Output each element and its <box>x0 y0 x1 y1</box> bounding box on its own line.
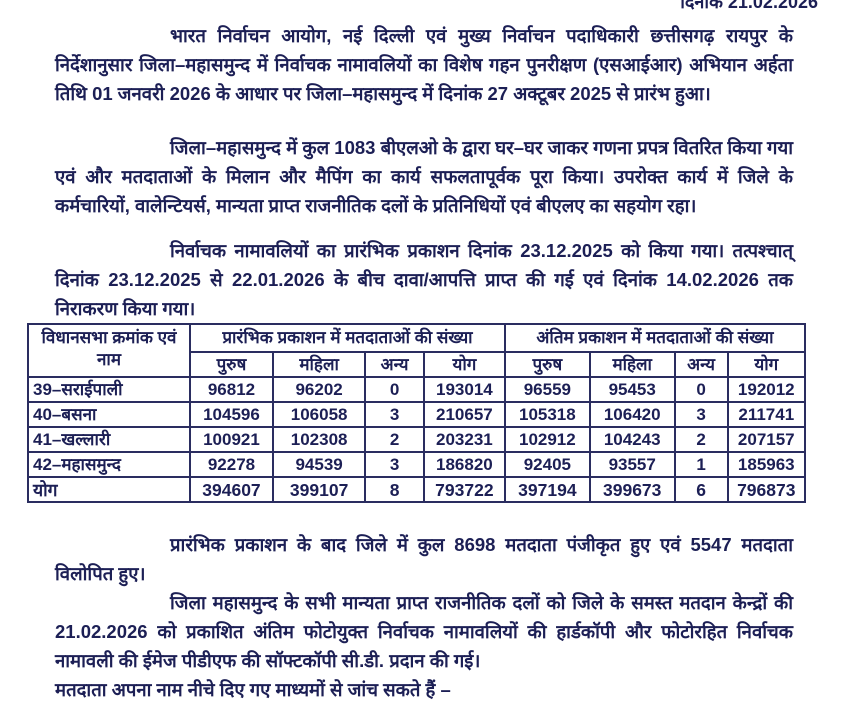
cell-value: 0 <box>364 376 425 403</box>
cell-value: 2 <box>364 426 425 453</box>
cell-value: 92405 <box>503 451 591 478</box>
cell-value: 106058 <box>271 401 367 428</box>
cell-value: 211741 <box>726 401 807 428</box>
constituency-name: 41–खल्लारी <box>27 426 191 453</box>
cell-value: 95453 <box>588 376 676 403</box>
cell-value: 96559 <box>503 376 591 403</box>
table-header-row: विधानसभा क्रमांक एवं नाम प्रारंभिक प्रका… <box>27 323 807 378</box>
cell-value: 3 <box>364 401 425 428</box>
cell-value: 0 <box>673 376 729 403</box>
constituency-name: 42–महासमुन्द <box>27 451 191 478</box>
document-date: दिनांक 21.02.2026 <box>680 0 818 12</box>
paragraph-check-name: मतदाता अपना नाम नीचे दिए गए माध्यमों से … <box>55 679 451 700</box>
table-row: 42–महासमुन्द 92278 94539 3 186820 92405 93557 1… <box>27 451 807 478</box>
cell-value: 210657 <box>422 401 506 428</box>
subheader-male: पुरुष <box>188 351 274 378</box>
cell-value: 796873 <box>726 476 807 503</box>
paragraph-draft-publication: निर्वाचक नामावलियों का प्रारंभिक प्रकाशन… <box>55 240 793 319</box>
cell-value: 8 <box>364 476 425 503</box>
cell-value: 96202 <box>271 376 367 403</box>
table-row: 41–खल्लारी 100921 102308 2 203231 102912 10424… <box>27 426 807 453</box>
cell-value: 394607 <box>188 476 274 503</box>
cell-value: 3 <box>673 401 729 428</box>
cell-value: 106420 <box>588 401 676 428</box>
cell-value: 92278 <box>188 451 274 478</box>
voter-count-table: विधानसभा क्रमांक एवं नाम प्रारंभिक प्रका… <box>27 323 807 503</box>
cell-value: 793722 <box>422 476 506 503</box>
subheader-other: अन्य <box>364 351 425 378</box>
header-initial-publication: प्रारंभिक प्रकाशन में मतदाताओं की संख्या <box>188 323 506 353</box>
cell-value: 185963 <box>726 451 807 478</box>
cell-value: 397194 <box>503 476 591 503</box>
cell-value: 94539 <box>271 451 367 478</box>
cell-value: 105318 <box>503 401 591 428</box>
table-row: 40–बसना 104596 106058 3 210657 105318 106420 3 2… <box>27 401 807 428</box>
subheader-total: योग <box>422 351 506 378</box>
cell-value: 399107 <box>271 476 367 503</box>
header-final-publication: अंतिम प्रकाशन में मतदाताओं की संख्या <box>503 323 807 353</box>
cell-value: 3 <box>364 451 425 478</box>
paragraph-additions-deletions: प्रारंभिक प्रकाशन के बाद जिले में कुल 86… <box>55 534 793 584</box>
cell-value: 203231 <box>422 426 506 453</box>
paragraph-blo-enumeration: जिला–महासमुन्द में कुल 1083 बीएलओ के द्व… <box>55 137 793 216</box>
cell-value: 186820 <box>422 451 506 478</box>
subheader-male: पुरुष <box>503 351 591 378</box>
constituency-name: 39–सराईपाली <box>27 376 191 403</box>
cell-value: 102308 <box>271 426 367 453</box>
cell-value: 399673 <box>588 476 676 503</box>
cell-value: 104243 <box>588 426 676 453</box>
cell-value: 207157 <box>726 426 807 453</box>
subheader-female: महिला <box>271 351 367 378</box>
constituency-name: 40–बसना <box>27 401 191 428</box>
cell-value: 192012 <box>726 376 807 403</box>
cell-value: 104596 <box>188 401 274 428</box>
cell-value: 193014 <box>422 376 506 403</box>
cell-value: 6 <box>673 476 729 503</box>
constituency-name: योग <box>27 476 191 503</box>
table-row: 39–सराईपाली 96812 96202 0 193014 96559 95453 0 1… <box>27 376 807 403</box>
cell-value: 93557 <box>588 451 676 478</box>
subheader-total: योग <box>726 351 807 378</box>
cell-value: 100921 <box>188 426 274 453</box>
table-subheader-row: पुरुष महिला अन्य योग पुरुष महिला अन्य यो… <box>28 351 807 378</box>
cell-value: 96812 <box>188 376 274 403</box>
cell-value: 1 <box>673 451 729 478</box>
header-constituency: विधानसभा क्रमांक एवं नाम <box>27 323 191 378</box>
paragraph-party-distribution: जिला महासमुन्द के सभी मान्यता प्राप्त रा… <box>55 592 793 671</box>
cell-value: 2 <box>673 426 729 453</box>
paragraph-sir-campaign: भारत निर्वाचन आयोग, नई दिल्ली एवं मुख्य … <box>55 25 793 104</box>
cell-value: 102912 <box>503 426 591 453</box>
subheader-female: महिला <box>588 351 676 378</box>
subheader-other: अन्य <box>673 351 729 378</box>
table-total-row: योग 394607 399107 8 793722 397194 399673 6 79687… <box>27 476 807 503</box>
